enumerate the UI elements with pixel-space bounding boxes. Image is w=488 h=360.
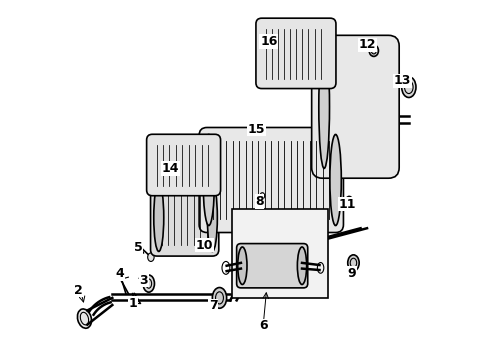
Text: 12: 12	[358, 39, 376, 51]
Text: 6: 6	[259, 319, 267, 332]
FancyBboxPatch shape	[311, 35, 398, 178]
FancyBboxPatch shape	[255, 18, 335, 89]
Ellipse shape	[260, 193, 264, 199]
Text: 1: 1	[128, 297, 137, 310]
Text: 8: 8	[255, 195, 264, 208]
Text: 2: 2	[74, 284, 82, 297]
Ellipse shape	[297, 247, 306, 284]
Text: 16: 16	[260, 35, 277, 48]
Ellipse shape	[237, 247, 246, 284]
Text: 3: 3	[139, 274, 148, 287]
FancyBboxPatch shape	[146, 134, 220, 196]
Text: 9: 9	[346, 267, 355, 280]
Ellipse shape	[77, 309, 91, 328]
Text: 7: 7	[208, 299, 217, 312]
Text: 11: 11	[338, 198, 355, 211]
Ellipse shape	[368, 45, 378, 57]
Ellipse shape	[329, 134, 341, 226]
Text: 4: 4	[116, 267, 124, 280]
Text: 15: 15	[247, 123, 264, 136]
Ellipse shape	[153, 184, 163, 251]
Ellipse shape	[212, 288, 226, 308]
Ellipse shape	[207, 184, 217, 251]
Ellipse shape	[318, 45, 329, 168]
Ellipse shape	[347, 255, 358, 271]
Ellipse shape	[345, 197, 352, 206]
Ellipse shape	[203, 134, 214, 226]
Text: 13: 13	[393, 74, 410, 87]
FancyBboxPatch shape	[199, 127, 343, 233]
Text: 5: 5	[133, 240, 142, 254]
FancyBboxPatch shape	[150, 177, 218, 256]
Text: 14: 14	[161, 162, 179, 175]
FancyBboxPatch shape	[236, 244, 307, 288]
Ellipse shape	[203, 243, 212, 254]
Ellipse shape	[147, 253, 154, 261]
Ellipse shape	[401, 77, 415, 98]
Bar	[231, 208, 328, 298]
Text: 10: 10	[195, 239, 212, 252]
Ellipse shape	[143, 275, 154, 292]
